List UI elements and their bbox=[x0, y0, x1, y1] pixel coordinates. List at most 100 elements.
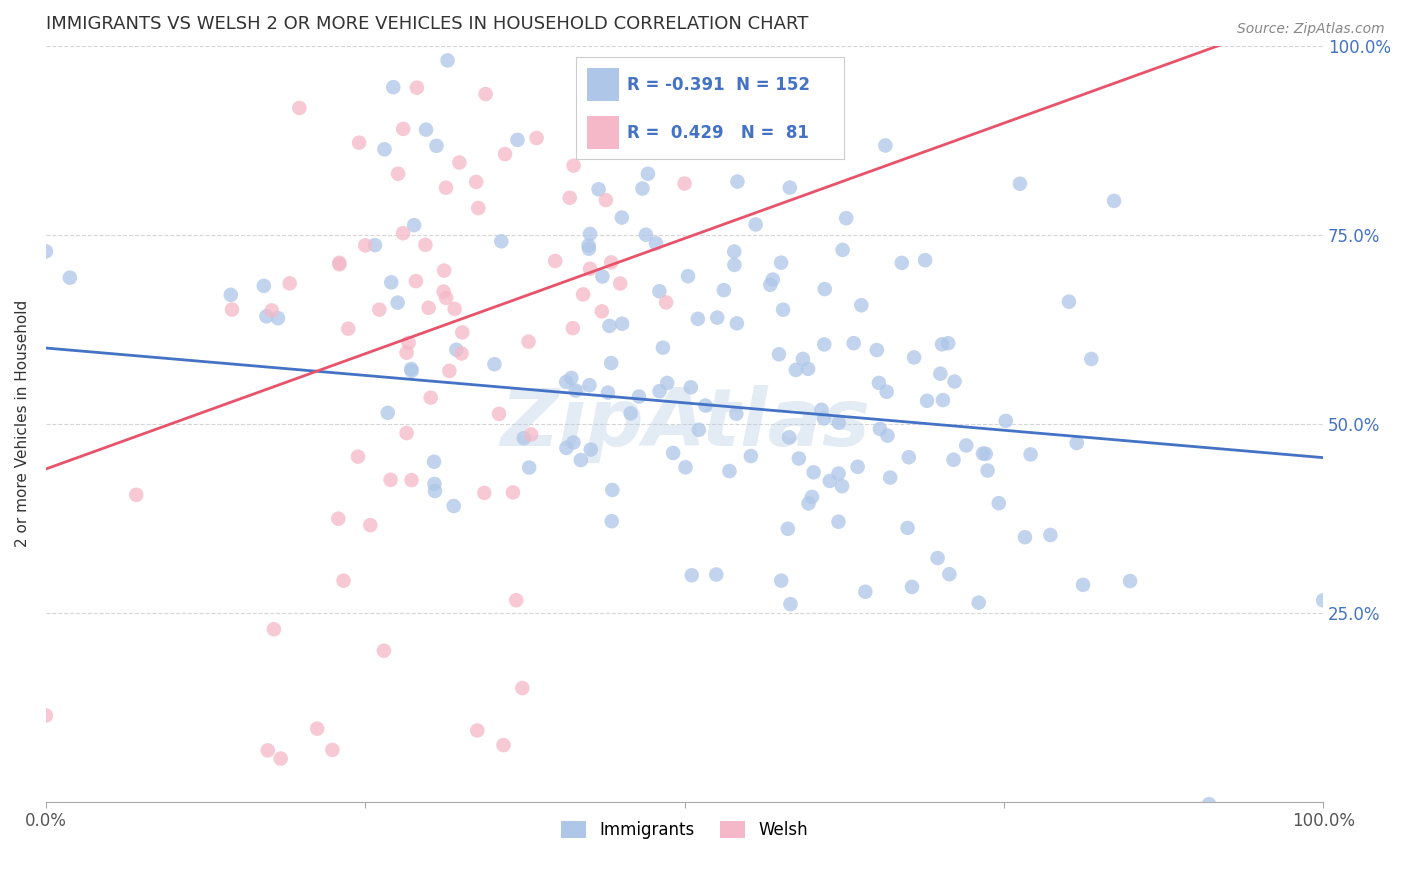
Point bbox=[380, 840, 402, 855]
Point bbox=[465, 175, 488, 189]
Point bbox=[434, 291, 457, 305]
Point bbox=[813, 337, 835, 351]
Point bbox=[679, 380, 702, 394]
Point bbox=[610, 211, 633, 225]
Point bbox=[876, 428, 898, 442]
Point bbox=[387, 295, 409, 310]
Point bbox=[578, 378, 600, 392]
Point bbox=[785, 363, 807, 377]
Point bbox=[875, 138, 897, 153]
Point bbox=[328, 257, 350, 271]
Point bbox=[389, 2, 412, 16]
Text: IMMIGRANTS VS WELSH 2 OR MORE VEHICLES IN HOUSEHOLD CORRELATION CHART: IMMIGRANTS VS WELSH 2 OR MORE VEHICLES I… bbox=[46, 15, 808, 33]
Point bbox=[813, 411, 835, 425]
Point bbox=[555, 441, 578, 455]
Point bbox=[368, 302, 391, 317]
Point bbox=[492, 738, 515, 752]
Point bbox=[373, 142, 395, 156]
Point bbox=[778, 430, 800, 444]
Point bbox=[772, 302, 794, 317]
Point bbox=[328, 512, 350, 526]
Point bbox=[655, 295, 678, 310]
Point bbox=[827, 467, 849, 481]
Point bbox=[779, 180, 801, 194]
Point bbox=[879, 470, 901, 484]
Point bbox=[797, 496, 820, 510]
Point bbox=[387, 167, 409, 181]
Point bbox=[967, 596, 990, 610]
Point bbox=[433, 263, 456, 277]
Point bbox=[332, 574, 354, 588]
Point bbox=[869, 422, 891, 436]
Point bbox=[972, 446, 994, 460]
Point bbox=[449, 155, 471, 169]
Point bbox=[866, 343, 889, 357]
Point bbox=[491, 235, 513, 249]
Point bbox=[1119, 574, 1142, 588]
Point bbox=[405, 274, 427, 288]
Point bbox=[219, 288, 242, 302]
Point bbox=[897, 450, 920, 465]
Point bbox=[818, 474, 841, 488]
Point bbox=[901, 580, 924, 594]
Point bbox=[600, 255, 623, 269]
Point bbox=[439, 364, 461, 378]
Point bbox=[415, 237, 437, 252]
Point bbox=[759, 277, 782, 292]
Point bbox=[572, 287, 595, 301]
Point bbox=[943, 375, 966, 389]
Point bbox=[1039, 528, 1062, 542]
Point bbox=[399, 362, 422, 376]
Point bbox=[793, 134, 815, 148]
Point bbox=[578, 238, 600, 252]
Point bbox=[404, 218, 426, 232]
Point bbox=[560, 371, 582, 385]
Point bbox=[713, 283, 735, 297]
Point bbox=[955, 438, 977, 452]
Point bbox=[434, 180, 457, 194]
Point bbox=[433, 285, 456, 299]
Point bbox=[395, 425, 418, 440]
Point bbox=[591, 269, 613, 284]
Legend: Immigrants, Welsh: Immigrants, Welsh bbox=[554, 814, 814, 847]
Point bbox=[446, 343, 468, 357]
Point bbox=[1019, 447, 1042, 461]
Point bbox=[579, 261, 602, 276]
Point bbox=[423, 477, 446, 491]
Point bbox=[596, 385, 619, 400]
Point bbox=[270, 751, 292, 765]
Point bbox=[853, 584, 876, 599]
Point bbox=[686, 311, 709, 326]
Point bbox=[1198, 797, 1220, 812]
Point bbox=[392, 121, 415, 136]
Point bbox=[634, 227, 657, 242]
Point bbox=[419, 391, 441, 405]
Point bbox=[398, 335, 420, 350]
Point bbox=[727, 175, 749, 189]
Point bbox=[706, 310, 728, 325]
Point bbox=[578, 242, 600, 256]
Point bbox=[1102, 194, 1125, 208]
Point bbox=[59, 270, 82, 285]
Text: Source: ZipAtlas.com: Source: ZipAtlas.com bbox=[1237, 22, 1385, 37]
Point bbox=[506, 133, 529, 147]
Point bbox=[932, 393, 955, 408]
Point bbox=[890, 256, 912, 270]
Point bbox=[675, 460, 697, 475]
Point bbox=[467, 201, 489, 215]
Point bbox=[662, 446, 685, 460]
Point bbox=[927, 551, 949, 566]
Point bbox=[35, 244, 58, 259]
Point bbox=[1057, 294, 1080, 309]
Point bbox=[976, 463, 998, 477]
Point bbox=[1066, 436, 1088, 450]
Point bbox=[835, 211, 858, 226]
Point bbox=[359, 518, 381, 533]
Point bbox=[936, 336, 959, 351]
Point bbox=[942, 452, 965, 467]
Y-axis label: 2 or more Vehicles in Household: 2 or more Vehicles in Household bbox=[15, 300, 30, 548]
Point bbox=[321, 743, 343, 757]
Point bbox=[842, 336, 865, 351]
Point bbox=[474, 87, 496, 101]
Point bbox=[465, 723, 488, 738]
